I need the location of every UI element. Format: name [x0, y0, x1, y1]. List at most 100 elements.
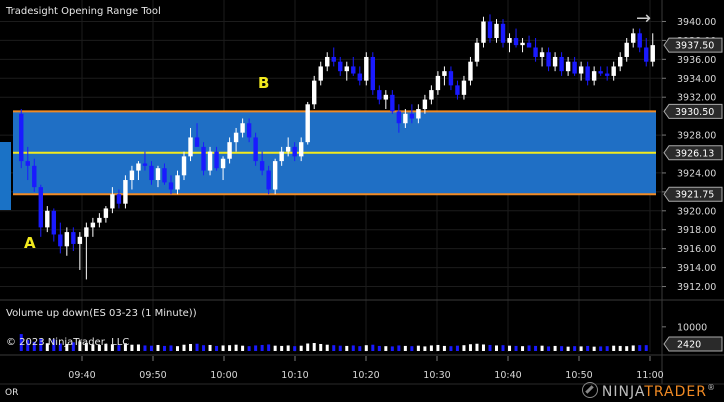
- time-tick-label: 10:00: [210, 370, 237, 381]
- volume-bar: [371, 344, 375, 351]
- candle-body: [403, 113, 408, 124]
- candle-body: [129, 170, 135, 181]
- volume-bar: [579, 346, 583, 351]
- side-panel-tab[interactable]: [0, 142, 11, 210]
- volume-bar: [267, 344, 271, 351]
- candlestick-series: [19, 14, 655, 280]
- brand-part-2: TRADER: [644, 384, 707, 400]
- candle-body: [422, 99, 428, 110]
- candle-body: [416, 109, 421, 119]
- candle-body: [214, 151, 219, 169]
- volume-bar: [195, 343, 199, 351]
- candle-body: [45, 210, 50, 228]
- volume-bar: [149, 345, 153, 351]
- volume-bar: [26, 340, 30, 351]
- time-tick-label: 11:00: [636, 370, 663, 381]
- time-tick-label: 09:50: [139, 370, 166, 381]
- volume-bar: [273, 345, 277, 351]
- or-high-badge-bg: [663, 103, 723, 119]
- volume-bar: [299, 345, 303, 351]
- volume-bar: [84, 343, 88, 351]
- volume-bar: [547, 346, 551, 351]
- volume-bar: [403, 345, 407, 351]
- volume-bar: [110, 344, 114, 351]
- candle-body: [481, 21, 486, 43]
- candle-body: [351, 66, 356, 74]
- volume-bar: [45, 343, 49, 351]
- candle-body: [240, 123, 245, 133]
- volume-bar: [39, 338, 43, 351]
- arrow-right-icon[interactable]: →: [636, 8, 652, 29]
- candle-body: [64, 232, 70, 247]
- volume-bar: [449, 346, 453, 351]
- candle-body: [312, 80, 317, 105]
- candle-body: [448, 71, 454, 86]
- price-tick-label: 3934.00: [677, 74, 716, 85]
- volume-bar: [19, 334, 23, 351]
- candle-body: [520, 42, 525, 46]
- copyright-text: © 2023 NinjaTrader, LLC: [6, 337, 130, 348]
- candle-body: [539, 52, 545, 57]
- candle-body: [364, 56, 369, 81]
- volume-bar: [612, 345, 616, 351]
- volume-panel-title: Volume up down(ES 03-23 (1 Minute)): [6, 308, 197, 319]
- candle-body: [526, 42, 532, 48]
- volume-bar: [605, 346, 609, 351]
- candle-body: [644, 47, 649, 62]
- volume-bar: [397, 345, 401, 351]
- candle-body: [162, 168, 167, 183]
- candle-body: [377, 90, 382, 100]
- candle-body: [487, 21, 493, 39]
- volume-bar: [325, 344, 329, 351]
- volume-bar: [247, 346, 251, 351]
- volume-bar: [78, 341, 82, 351]
- indicator-title: Tradesight Opening Range Tool: [6, 6, 161, 17]
- volume-bar: [566, 346, 570, 351]
- candle-body: [266, 170, 271, 190]
- volume-bar: [573, 346, 577, 351]
- volume-bar: [495, 345, 498, 351]
- volume-badge: 2420: [677, 340, 701, 351]
- time-tick-label: 10:50: [565, 370, 592, 381]
- volume-bar: [462, 345, 466, 351]
- candle-body: [103, 208, 109, 218]
- volume-bar: [221, 345, 225, 351]
- candle-body: [272, 161, 278, 190]
- volume-bar: [618, 345, 622, 351]
- candle-body: [168, 182, 174, 190]
- marker-b-label: B: [258, 74, 269, 92]
- candle-body: [442, 71, 447, 76]
- price-tick-label: 3914.00: [677, 263, 716, 274]
- volume-bar: [364, 345, 368, 351]
- volume-bar: [169, 345, 173, 351]
- volume-bar: [501, 345, 505, 351]
- volume-bar: [475, 343, 479, 351]
- candle-body: [51, 210, 57, 235]
- or-high-badge: 3930.50: [675, 107, 714, 118]
- candle-body: [468, 61, 473, 81]
- time-tick-label: 10:40: [494, 370, 521, 381]
- volume-bar: [534, 345, 538, 351]
- volume-bar: [442, 345, 446, 351]
- volume-bar: [176, 346, 179, 351]
- candle-body: [338, 61, 343, 72]
- candle-body: [279, 151, 284, 162]
- candle-body: [116, 194, 122, 204]
- candle-body: [233, 132, 239, 143]
- volume-bar: [553, 345, 557, 351]
- candle-body: [624, 42, 629, 57]
- candle-body: [142, 163, 148, 166]
- volume-bar: [338, 345, 342, 351]
- volume-bar: [481, 344, 485, 351]
- candle-body: [572, 61, 577, 74]
- volume-bar: [345, 345, 349, 351]
- candle-body: [220, 158, 226, 169]
- volume-bar: [202, 345, 206, 351]
- candle-body: [598, 71, 603, 74]
- candle-body: [631, 33, 636, 43]
- candle-body: [155, 168, 161, 181]
- price-tick-label: 3918.00: [677, 225, 716, 236]
- volume-bar: [286, 345, 290, 351]
- volume-bar: [280, 345, 284, 351]
